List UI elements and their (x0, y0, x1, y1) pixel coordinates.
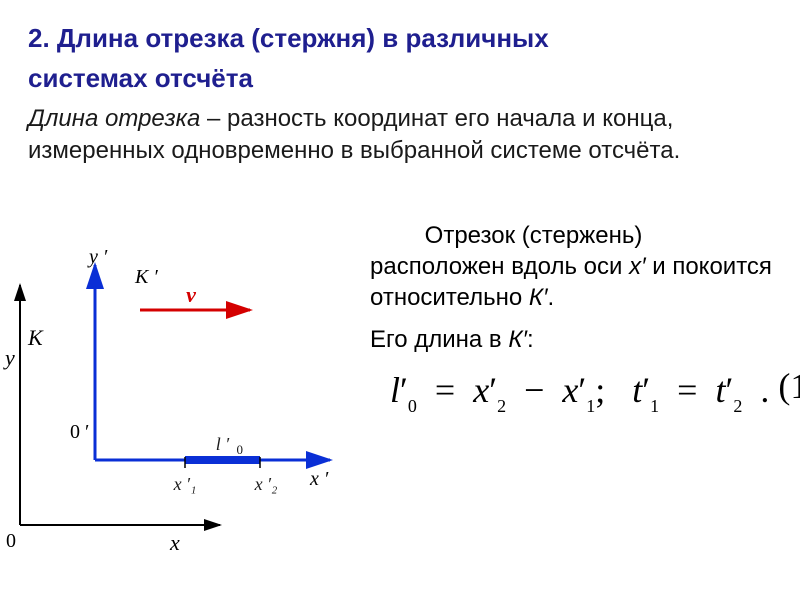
svg-text:K ′: K ′ (134, 266, 158, 288)
svg-text:0: 0 (237, 442, 244, 457)
equation: l′0 = x′2 − x′1; t′1 = t′2 . (1) (390, 365, 790, 411)
definition-paragraph: Длина отрезка – разность координат его н… (28, 103, 772, 168)
svg-text:x ′₂: x ′₂ (254, 474, 278, 494)
frames-diagram: x y 0 Kx ′ y ′ 0 ′ K ′ v l ′ 0 x ′₁ x ′₂ (0, 215, 360, 555)
expl-p1a: Отрезок (стержень) расположен вдоль оси (370, 222, 642, 280)
svg-text:x ′₁: x ′₁ (173, 474, 197, 494)
expl-p2b: : (527, 326, 534, 353)
expl-axis: x′ (629, 251, 646, 282)
svg-text:v: v (186, 282, 196, 307)
svg-text:0: 0 (6, 530, 16, 552)
title-line2: системах отсчёта (28, 63, 253, 93)
defn-term: Длина отрезка (28, 105, 200, 132)
expl-frame2: К′ (508, 324, 527, 355)
eq-number: (1) (778, 366, 800, 406)
explanation-column: Отрезок (стержень) расположен вдоль оси … (370, 220, 780, 365)
title-line1: 2. Длина отрезка (стержня) в различных (28, 23, 549, 53)
expl-frame1: К′ (529, 282, 548, 313)
svg-text:y ′: y ′ (87, 246, 108, 268)
svg-text:K: K (27, 325, 44, 350)
svg-text:x ′: x ′ (309, 468, 329, 490)
svg-text:x: x (169, 530, 180, 555)
svg-text:0 ′: 0 ′ (70, 421, 89, 443)
expl-p1c: . (548, 284, 555, 311)
expl-p2a: Его длина в (370, 326, 508, 353)
svg-text:y: y (3, 345, 15, 370)
svg-text:l ′: l ′ (216, 434, 231, 454)
slide-title: 2. Длина отрезка (стержня) в различных с… (28, 18, 772, 99)
